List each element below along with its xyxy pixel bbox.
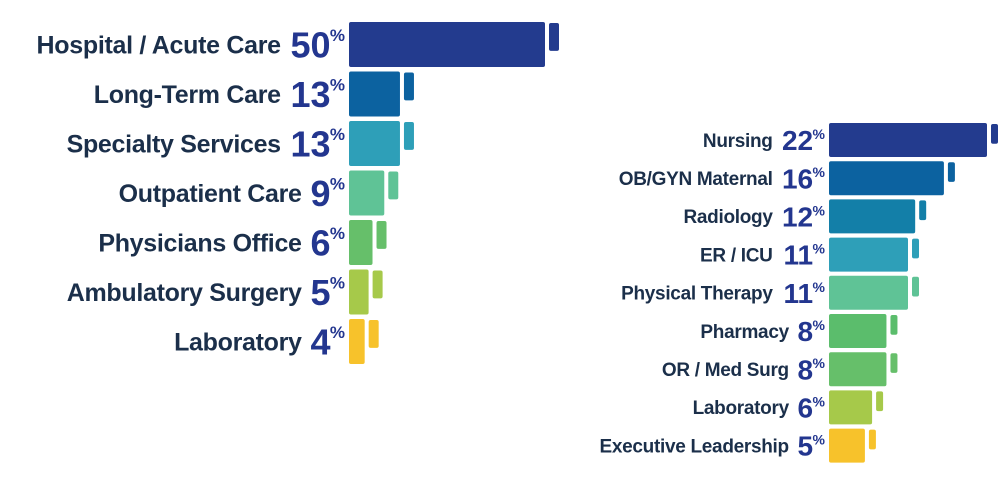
category-label: Physicians Office bbox=[98, 230, 302, 258]
value-label: 9 bbox=[311, 173, 331, 214]
value-label: 5 bbox=[311, 272, 331, 313]
category-label: Laboratory bbox=[693, 398, 790, 419]
percent-sign: % bbox=[813, 202, 826, 218]
percent-sign: % bbox=[813, 355, 826, 371]
bar-tab bbox=[912, 276, 919, 297]
bar-tab bbox=[403, 122, 414, 150]
percent-sign: % bbox=[330, 224, 345, 243]
category-label: ER / ICU bbox=[700, 245, 773, 266]
percent-sign: % bbox=[813, 393, 826, 409]
category-label: Physical Therapy bbox=[621, 284, 773, 305]
category-label: Radiology bbox=[683, 207, 773, 228]
bar bbox=[829, 237, 908, 272]
category-label: Outpatient Care bbox=[119, 180, 302, 208]
category-label: Specialty Services bbox=[67, 131, 281, 159]
value-label: 22 bbox=[782, 125, 813, 156]
value-label: 8 bbox=[798, 354, 814, 385]
percent-sign: % bbox=[330, 274, 345, 293]
value-label: 16 bbox=[782, 163, 813, 194]
bar bbox=[349, 170, 385, 216]
category-label: Ambulatory Surgery bbox=[67, 279, 302, 307]
bar-tab bbox=[890, 353, 898, 373]
bar-tab bbox=[376, 221, 387, 249]
value-label: 5 bbox=[798, 431, 814, 462]
percent-sign: % bbox=[813, 317, 826, 333]
bar-tab bbox=[919, 200, 927, 221]
bar bbox=[829, 428, 865, 463]
bar-tab bbox=[991, 124, 998, 144]
value-label: 8 bbox=[798, 316, 814, 347]
value-label: 50 bbox=[291, 24, 331, 65]
value-label: 13 bbox=[291, 123, 331, 164]
percent-sign: % bbox=[813, 164, 826, 180]
bar bbox=[349, 319, 365, 364]
percent-sign: % bbox=[813, 241, 826, 257]
value-label: 4 bbox=[311, 321, 331, 362]
bar bbox=[349, 220, 373, 265]
percent-sign: % bbox=[813, 126, 826, 142]
value-label: 6 bbox=[311, 222, 331, 263]
bar bbox=[829, 352, 887, 387]
value-label: 11 bbox=[783, 278, 813, 309]
bar bbox=[349, 22, 545, 67]
bar bbox=[349, 71, 400, 117]
bar-tab bbox=[388, 171, 399, 200]
bar bbox=[349, 121, 400, 166]
bar bbox=[829, 390, 873, 425]
bar-tab bbox=[549, 23, 559, 51]
category-label: Long-Term Care bbox=[94, 81, 281, 109]
category-label: Nursing bbox=[703, 131, 773, 152]
category-label: Pharmacy bbox=[700, 322, 789, 343]
bar bbox=[829, 275, 908, 310]
percent-sign: % bbox=[330, 76, 345, 95]
category-label: Hospital / Acute Care bbox=[37, 32, 282, 60]
bar-tab bbox=[372, 270, 383, 299]
category-label: OB/GYN Maternal bbox=[619, 169, 773, 190]
bar-tab bbox=[868, 429, 876, 450]
percent-sign: % bbox=[330, 26, 345, 45]
value-label: 12 bbox=[782, 201, 813, 232]
bar-tab bbox=[890, 315, 898, 335]
value-label: 11 bbox=[783, 240, 813, 271]
bar-tab bbox=[403, 72, 414, 101]
bar bbox=[349, 269, 369, 315]
bar bbox=[829, 199, 916, 234]
bar-tab bbox=[368, 320, 379, 348]
bar-tab bbox=[876, 391, 884, 412]
category-label: Executive Leadership bbox=[599, 436, 788, 457]
bar-tab bbox=[912, 238, 919, 259]
percent-sign: % bbox=[330, 323, 345, 342]
bar bbox=[829, 161, 944, 196]
bar-tab bbox=[947, 162, 955, 182]
value-label: 6 bbox=[798, 392, 814, 423]
bar bbox=[829, 314, 887, 348]
percent-sign: % bbox=[813, 432, 826, 448]
category-label: OR / Med Surg bbox=[662, 360, 789, 381]
percent-sign: % bbox=[330, 175, 345, 194]
value-label: 13 bbox=[291, 74, 331, 115]
category-label: Laboratory bbox=[174, 329, 302, 357]
bar bbox=[829, 123, 987, 157]
percent-sign: % bbox=[813, 279, 826, 295]
percent-sign: % bbox=[330, 125, 345, 144]
